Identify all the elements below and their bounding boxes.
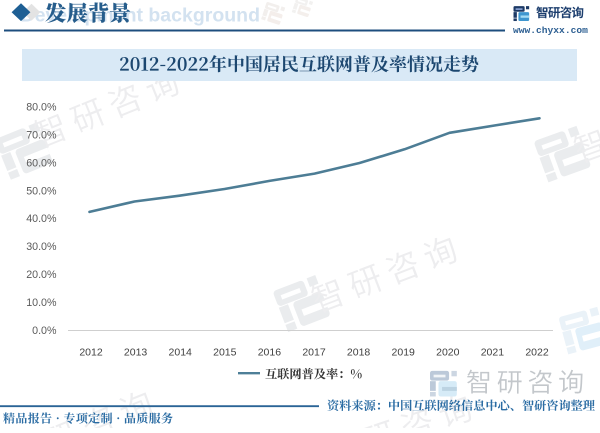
svg-text:2021: 2021 — [481, 347, 505, 359]
svg-text:0.0%: 0.0% — [32, 325, 57, 337]
svg-text:70.0%: 70.0% — [26, 129, 57, 141]
svg-text:10.0%: 10.0% — [26, 297, 57, 309]
svg-text:2022: 2022 — [525, 347, 549, 359]
svg-text:2015: 2015 — [213, 347, 237, 359]
svg-text:2014: 2014 — [169, 347, 193, 359]
svg-text:40.0%: 40.0% — [26, 213, 57, 225]
svg-text:2017: 2017 — [302, 347, 326, 359]
svg-text:2012: 2012 — [79, 347, 103, 359]
svg-text:2018: 2018 — [347, 347, 371, 359]
svg-text:50.0%: 50.0% — [26, 185, 57, 197]
svg-text:2019: 2019 — [392, 347, 416, 359]
svg-text:2013: 2013 — [124, 347, 148, 359]
svg-text:www.chyxx.com: www.chyxx.com — [513, 25, 588, 36]
svg-text:60.0%: 60.0% — [26, 157, 57, 169]
svg-text:2020: 2020 — [436, 347, 460, 359]
svg-text:2016: 2016 — [258, 347, 282, 359]
svg-text:80.0%: 80.0% — [26, 102, 57, 114]
svg-text:Development background: Development background — [21, 4, 260, 26]
svg-text:20.0%: 20.0% — [26, 269, 57, 281]
svg-text:30.0%: 30.0% — [26, 241, 57, 253]
